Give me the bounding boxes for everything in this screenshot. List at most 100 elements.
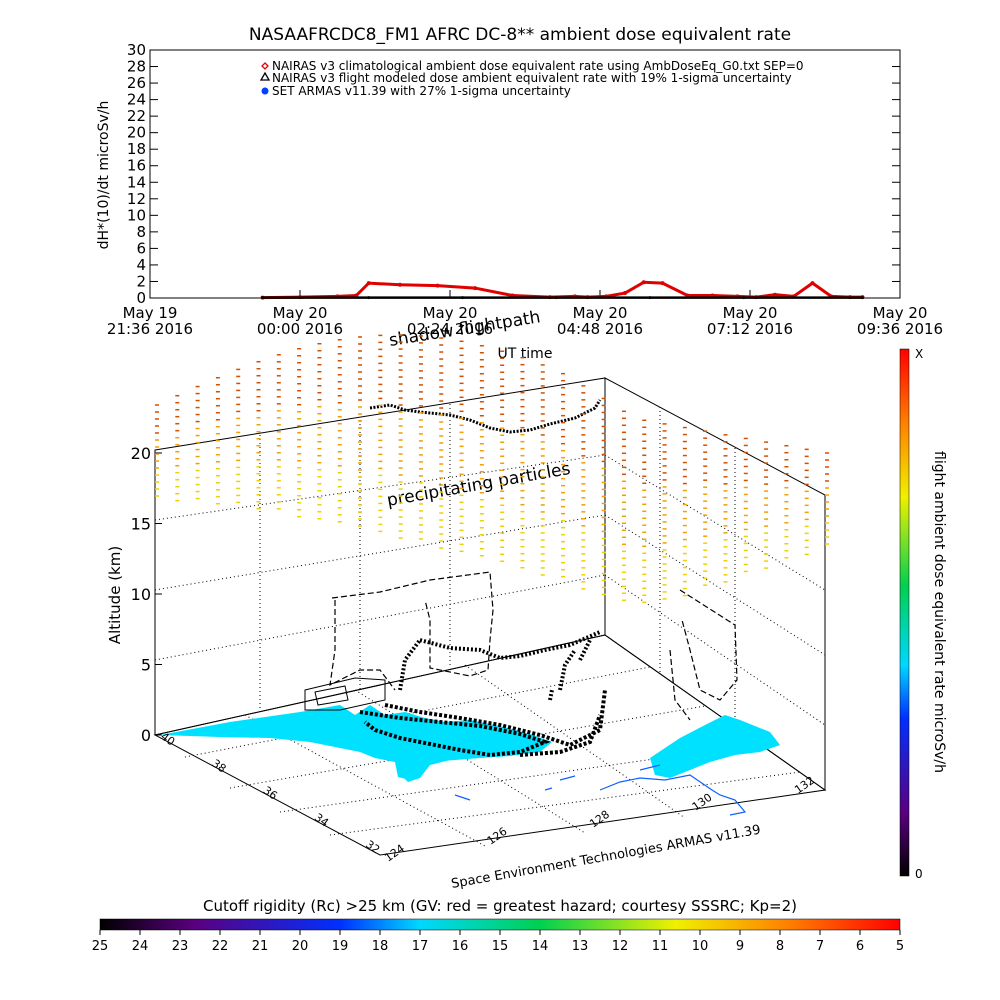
land-china bbox=[160, 705, 552, 780]
right-wall-grid bbox=[604, 407, 826, 726]
y-tick-label: 6 bbox=[136, 239, 146, 257]
y-tick-label: 20 bbox=[127, 124, 146, 142]
y-tick-label: 0 bbox=[136, 289, 146, 307]
legend-text-3: SET ARMAS v11.39 with 27% 1-sigma uncert… bbox=[272, 84, 571, 98]
flightpath-low bbox=[398, 630, 601, 701]
right-colorbar bbox=[899, 348, 910, 877]
series-point bbox=[367, 296, 371, 300]
series-point bbox=[742, 296, 746, 300]
y-tick-label: 8 bbox=[136, 223, 146, 241]
colorbar-tick-label: 8 bbox=[776, 939, 784, 954]
z-tick-label: 10 bbox=[131, 585, 151, 604]
chart-title: NASAAFRCDC8_FM1 AFRC DC-8** ambient dose… bbox=[249, 25, 791, 45]
airport-box bbox=[304, 677, 386, 711]
precipitating-particles-columns bbox=[155, 334, 829, 604]
colorbar-tick-label: 21 bbox=[252, 939, 269, 954]
series-point bbox=[641, 280, 646, 285]
shadow-flightpath bbox=[359, 689, 607, 758]
x-tick-label-line1: May 20 bbox=[723, 304, 778, 322]
y-tick-label: 28 bbox=[127, 58, 146, 76]
legend-marker-diamond bbox=[261, 62, 269, 70]
bottom-colorbar-title: Cutoff rigidity (Rc) >25 km (GV: red = g… bbox=[203, 897, 797, 915]
annotation-precipitating-particles: precipitating particles bbox=[385, 459, 572, 511]
x-tick-label-line2: 07:12 2016 bbox=[707, 320, 793, 338]
left-wall-grid bbox=[154, 404, 606, 710]
series-group bbox=[260, 280, 865, 300]
series-point bbox=[554, 296, 558, 300]
x-tick-label-line1: May 20 bbox=[423, 304, 478, 322]
x-tick-label-line2: 04:48 2016 bbox=[557, 320, 643, 338]
x-tick-label-line1: May 20 bbox=[873, 304, 928, 322]
legend: NAIRAS v3 climatological ambient dose eq… bbox=[259, 59, 804, 98]
right-wall-projection bbox=[669, 589, 738, 721]
series-point bbox=[366, 281, 371, 286]
y-tick-label: 24 bbox=[127, 91, 146, 109]
land-japan bbox=[650, 715, 780, 778]
series-line bbox=[262, 280, 863, 300]
colorbar-tick-label: 17 bbox=[412, 939, 429, 954]
legend-marker-dot bbox=[261, 87, 269, 95]
longitude-tick-label: 130 bbox=[690, 791, 715, 814]
colorbar-tick-label: 16 bbox=[452, 939, 469, 954]
y-axis-label: dH*(10)/dt microSv/h bbox=[96, 101, 112, 250]
y-tick-label: 4 bbox=[136, 256, 146, 274]
colorbar-tick-label: 23 bbox=[172, 939, 189, 954]
colorbar-tick-label: 11 bbox=[652, 939, 669, 954]
map-floor bbox=[153, 634, 827, 856]
z-tick-label: 0 bbox=[141, 726, 151, 745]
colorbar-tick-label: 19 bbox=[332, 939, 349, 954]
flightpath-altitude bbox=[369, 399, 602, 434]
y-tick-label: 14 bbox=[127, 173, 146, 191]
series-point bbox=[398, 282, 402, 287]
colorbar-tick-label: 10 bbox=[692, 939, 709, 954]
series-point bbox=[773, 292, 777, 297]
longitude-tick-label: 124 bbox=[382, 842, 407, 865]
colorbar-tick-label: 7 bbox=[816, 939, 824, 954]
x-tick-label-line2: 21:36 2016 bbox=[107, 320, 193, 338]
latitude-tick-label: 32 bbox=[363, 838, 382, 857]
series-point bbox=[623, 291, 627, 296]
z-axis-label: Altitude (km) bbox=[106, 546, 124, 644]
colorbar-tick-label: 13 bbox=[572, 939, 589, 954]
legend-text-1: NAIRAS v3 climatological ambient dose eq… bbox=[272, 59, 804, 73]
series-point bbox=[461, 296, 464, 300]
y-tick-label: 18 bbox=[127, 140, 146, 158]
x-tick-label-line1: May 19 bbox=[123, 304, 178, 322]
x-tick-label-line2: 02:24 2016 bbox=[407, 320, 493, 338]
land-korea bbox=[390, 718, 455, 782]
longitude-tick-label: 126 bbox=[485, 825, 510, 848]
bottom-colorbar-ticks: 25 24 23 22 21 20 19 18 17 16 15 14 13 12 11 10 9 8 7 6 5 bbox=[92, 930, 904, 954]
series-point bbox=[648, 296, 652, 300]
x-axis-label: UT time bbox=[498, 346, 553, 362]
right-colorbar-bottom-label: 0 bbox=[915, 867, 923, 881]
colorbar-tick-label: 15 bbox=[492, 939, 509, 954]
latitude-tick-label: 34 bbox=[312, 811, 331, 830]
series-point bbox=[810, 281, 815, 286]
left-wall bbox=[154, 377, 606, 736]
left-wall-projection bbox=[329, 571, 494, 691]
x-tick-label-line1: May 20 bbox=[573, 304, 628, 322]
right-colorbar-title: flight ambient dose equivalent rate micr… bbox=[931, 451, 947, 773]
y-tick-label: 10 bbox=[127, 206, 146, 224]
colorbar-tick-label: 14 bbox=[532, 939, 549, 954]
y-tick-label: 30 bbox=[127, 41, 146, 59]
colorbar-tick-label: 5 bbox=[896, 939, 904, 954]
x-tick-label-line1: May 20 bbox=[273, 304, 328, 322]
colorbar-tick-label: 20 bbox=[292, 939, 309, 954]
z-tick-label: 5 bbox=[141, 656, 151, 675]
y-tick-label: 12 bbox=[127, 190, 146, 208]
colorbar-tick-label: 6 bbox=[856, 939, 864, 954]
bottom-colorbar bbox=[99, 918, 901, 931]
longitude-tick-label: 128 bbox=[587, 808, 612, 831]
series-point bbox=[861, 296, 864, 300]
series-point bbox=[435, 283, 440, 288]
y-tick-label: 2 bbox=[136, 272, 146, 290]
z-tick-label: 20 bbox=[131, 444, 151, 463]
colorbar-tick-label: 12 bbox=[612, 939, 629, 954]
series-point bbox=[473, 286, 477, 291]
floor-grid bbox=[184, 664, 801, 847]
